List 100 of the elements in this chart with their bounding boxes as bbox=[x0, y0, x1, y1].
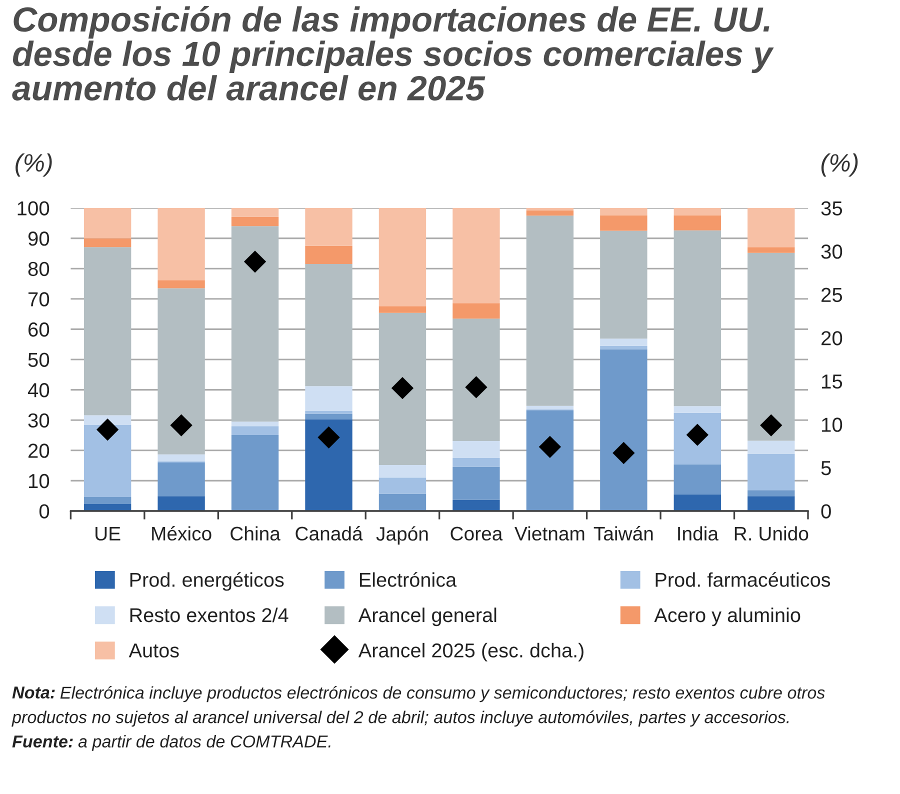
legend-label: Electrónica bbox=[360, 572, 457, 587]
bar bbox=[748, 440, 795, 454]
bar bbox=[526, 410, 574, 511]
legend-label: Arancel 2025 (esc. dcha.) bbox=[358, 642, 584, 662]
bar bbox=[378, 494, 426, 511]
bar bbox=[231, 226, 279, 422]
bar bbox=[378, 464, 426, 478]
bar bbox=[158, 454, 205, 462]
y2-tick-label: 25 bbox=[822, 288, 842, 302]
y-tick-label: 20 bbox=[28, 444, 50, 458]
y2-tick-label: 5 bbox=[821, 461, 831, 476]
x-tick-label: R. Unido bbox=[734, 526, 808, 541]
bar bbox=[305, 386, 352, 412]
y-tick-label: 70 bbox=[28, 292, 50, 306]
bar bbox=[452, 458, 500, 467]
x-tick-label: México bbox=[152, 526, 212, 541]
bar bbox=[600, 215, 648, 231]
legend-label: Resto exentos 2/4 bbox=[130, 608, 288, 622]
point bbox=[318, 426, 340, 449]
x-tick-label: Japón bbox=[376, 526, 428, 545]
point bbox=[538, 436, 562, 458]
bar bbox=[84, 208, 132, 238]
bar bbox=[748, 252, 795, 441]
bar bbox=[378, 478, 426, 494]
y-tick-label: 40 bbox=[28, 383, 50, 398]
bar bbox=[674, 230, 721, 406]
x-tick-label: Canadá bbox=[296, 526, 363, 541]
bar bbox=[158, 208, 205, 280]
x-tick-label: Corea bbox=[450, 526, 503, 541]
bar bbox=[526, 406, 574, 410]
y-axis-title: (%) bbox=[16, 153, 52, 177]
point bbox=[760, 414, 782, 436]
x-tick-label: UE bbox=[96, 526, 120, 541]
point bbox=[96, 418, 119, 441]
bar bbox=[748, 496, 795, 511]
bar bbox=[600, 338, 648, 346]
bar bbox=[748, 247, 795, 253]
y-tick-label: 80 bbox=[28, 262, 50, 276]
y2-tick-label: 20 bbox=[822, 331, 842, 346]
y-tick-label: 50 bbox=[28, 352, 50, 367]
point bbox=[465, 376, 488, 398]
y-tick-label: 90 bbox=[28, 232, 50, 246]
bar bbox=[84, 497, 132, 504]
y-tick-label: 60 bbox=[28, 322, 50, 337]
bar bbox=[600, 208, 648, 216]
y2-tick-label: 30 bbox=[821, 244, 842, 259]
bar bbox=[600, 230, 648, 339]
bar bbox=[600, 346, 648, 350]
bar bbox=[231, 422, 279, 426]
bar bbox=[674, 406, 721, 413]
bar bbox=[305, 208, 352, 246]
bar bbox=[305, 264, 352, 386]
bar bbox=[231, 216, 279, 226]
legend-label: Arancel general bbox=[358, 608, 496, 626]
bar bbox=[674, 464, 721, 494]
x-tick-label: Taiwán bbox=[594, 526, 653, 541]
bar bbox=[526, 216, 574, 406]
bar bbox=[748, 208, 795, 248]
text: Nota: Electrónica incluye productos electrónicos de consumo y semiconductores; resto exentos cubre otros productos no sujetos al arancel universal del 2 de abril; autos incluye automóviles, partes y accesorios. bbox=[12, 686, 825, 727]
y2-tick-label: 15 bbox=[822, 374, 842, 389]
bar bbox=[526, 210, 574, 216]
y2-tick-label: 10 bbox=[822, 418, 842, 432]
y-tick-label: 0 bbox=[39, 504, 50, 518]
chart-title: Composición de las importaciones de EE. UU. desde los 10 principales socios comerciales y aumento del arancel en 2025 bbox=[12, 6, 774, 101]
bar bbox=[452, 466, 500, 500]
bar bbox=[158, 496, 205, 511]
legend-label: Prod. energéticos bbox=[130, 572, 284, 591]
legend-label: Autos bbox=[128, 644, 179, 658]
y-tick-label: 10 bbox=[29, 474, 50, 488]
bar bbox=[452, 318, 500, 442]
bar bbox=[158, 462, 205, 496]
source-note: Fuente: a partir de datos de COMTRADE. bbox=[12, 735, 330, 751]
point bbox=[612, 442, 635, 464]
legend-label: Prod. farmacéuticos bbox=[656, 572, 830, 587]
bar bbox=[84, 238, 132, 248]
bar bbox=[305, 419, 352, 511]
point bbox=[170, 414, 192, 436]
bar bbox=[231, 208, 279, 217]
bar bbox=[305, 414, 352, 420]
bar bbox=[748, 454, 795, 490]
bar bbox=[378, 306, 426, 313]
bar bbox=[674, 215, 721, 230]
bar bbox=[600, 349, 648, 511]
bar bbox=[452, 441, 500, 458]
y-tick-label: 30 bbox=[28, 413, 50, 428]
bar bbox=[158, 280, 205, 288]
y2-axis-title: (%) bbox=[821, 153, 858, 177]
bar bbox=[305, 411, 352, 414]
bar bbox=[305, 246, 352, 264]
bar bbox=[452, 303, 500, 319]
bar bbox=[748, 490, 795, 496]
bar bbox=[674, 208, 721, 216]
bar bbox=[378, 208, 426, 306]
bar bbox=[231, 426, 279, 435]
bar bbox=[674, 494, 721, 511]
x-tick-label: Vietnam bbox=[514, 526, 584, 541]
point bbox=[244, 250, 266, 273]
bar bbox=[378, 312, 426, 465]
bar bbox=[452, 208, 500, 304]
bar bbox=[84, 424, 132, 498]
